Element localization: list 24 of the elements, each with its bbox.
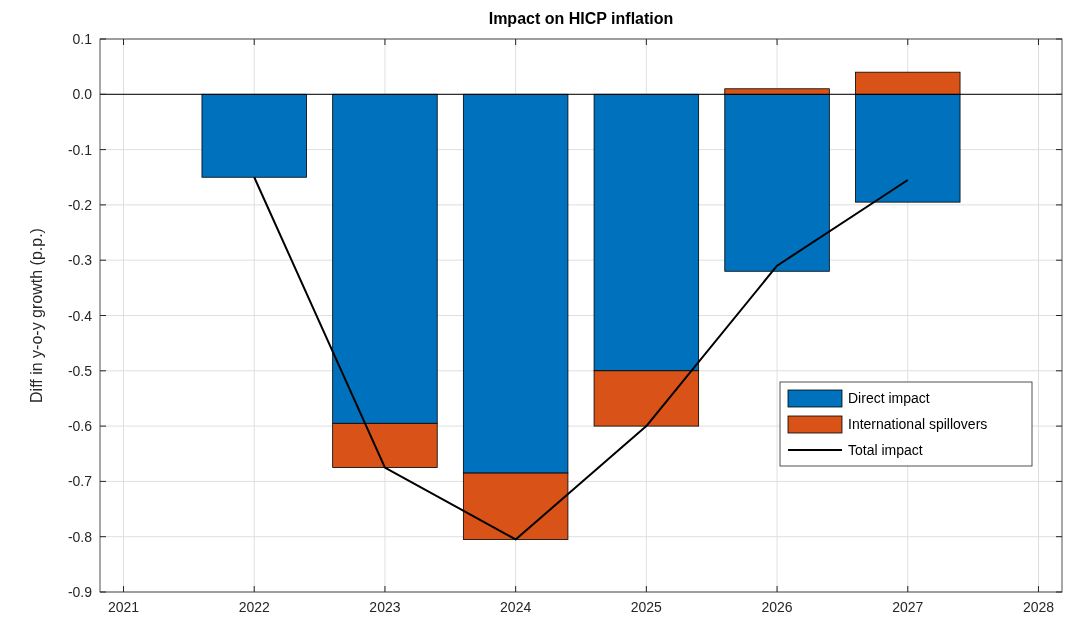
x-tick-label: 2027 bbox=[892, 599, 924, 615]
y-tick-label: 0.1 bbox=[72, 31, 93, 47]
legend-label: Direct impact bbox=[848, 390, 930, 406]
chart-title: Impact on HICP inflation bbox=[488, 10, 674, 27]
y-tick-label: -0.9 bbox=[67, 584, 93, 600]
y-tick-label: -0.1 bbox=[67, 141, 93, 158]
y-tick-label: -0.3 bbox=[67, 252, 93, 269]
x-tick-label: 2024 bbox=[500, 599, 532, 615]
y-tick-label: 0.0 bbox=[72, 86, 93, 103]
y-tick-label: -0.8 bbox=[67, 528, 93, 545]
y-tick-label: -0.4 bbox=[67, 307, 93, 324]
y-tick-label: -0.5 bbox=[67, 362, 93, 379]
y-tick-label: -0.7 bbox=[67, 473, 93, 490]
x-tick-label: 2022 bbox=[238, 599, 271, 615]
y-axis-title: Diff in y-o-y growth (p.p.) bbox=[28, 228, 45, 403]
y-tick-label: -0.6 bbox=[67, 418, 93, 435]
x-tick-label: 2021 bbox=[107, 599, 140, 615]
x-tick-label: 2025 bbox=[630, 599, 663, 615]
x-tick-label: 2026 bbox=[761, 599, 793, 615]
x-tick-label: 2023 bbox=[369, 599, 401, 615]
y-tick-label: -0.2 bbox=[67, 196, 93, 213]
legend-label: Total impact bbox=[848, 442, 923, 458]
x-tick-label: 2028 bbox=[1022, 599, 1055, 615]
legend-label: International spillovers bbox=[848, 416, 988, 432]
